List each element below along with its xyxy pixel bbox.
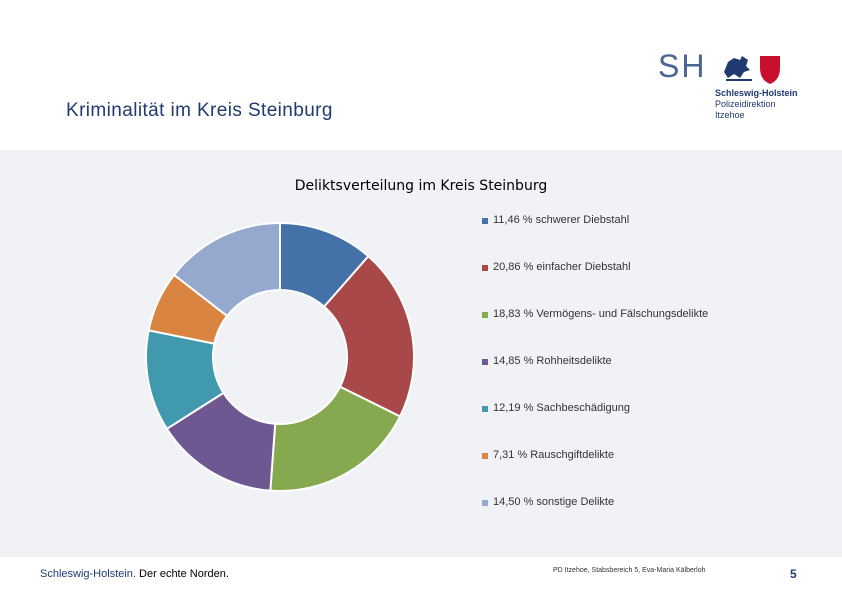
legend-label: 7,31 % Rauschgiftdelikte [493, 449, 615, 461]
legend-swatch [482, 406, 488, 412]
legend-label: 12,19 % Sachbeschädigung [493, 402, 630, 414]
donut-slice-6 [172, 221, 281, 318]
logo-mark: SH [658, 48, 707, 84]
donut-slice-1 [322, 254, 415, 418]
page-title: Kriminalität im Kreis Steinburg [66, 100, 333, 121]
legend-swatch [482, 218, 488, 224]
page-number: 5 [790, 567, 797, 581]
logo-sub-line1: Polizeidirektion [715, 99, 776, 109]
legend-label: 20,86 % einfacher Diebstahl [493, 261, 631, 273]
logo-name: Schleswig-Holstein [715, 88, 798, 98]
legend-swatch [482, 312, 488, 318]
logo: SH Schleswig-Holstein Polizeidirektion I… [658, 48, 808, 128]
footer-slogan: Schleswig-Holstein. Der echte Norden. [40, 568, 229, 580]
legend-swatch [482, 453, 488, 459]
legend-label: 18,83 % Vermögens- und Fälschungsdelikte [493, 308, 709, 320]
donut-slice-2 [269, 385, 402, 492]
legend-label: 11,46 % schwerer Diebstahl [493, 214, 630, 226]
chart-panel [0, 150, 842, 557]
legend-label: 14,50 % sonstige Delikte [493, 496, 615, 508]
coat-of-arms-icon [724, 56, 780, 84]
logo-sub-line2: Itzehoe [715, 110, 745, 120]
legend-label: 14,85 % Rohheitsdelikte [493, 355, 612, 367]
footer-slogan-text: Der echte Norden. [135, 568, 229, 580]
footer-credit: PD Itzehoe, Stabsbereich 5, Eva-Maria Kä… [553, 567, 706, 574]
legend-swatch [482, 359, 488, 365]
legend-swatch [482, 500, 488, 506]
logo-subtitle: Polizeidirektion Itzehoe [715, 99, 776, 121]
chart-title: Deliktsverteilung im Kreis Steinburg [294, 178, 548, 194]
legend-swatch [482, 265, 488, 271]
donut-chart [145, 221, 415, 492]
footer-brand: Schleswig-Holstein. [40, 568, 136, 580]
